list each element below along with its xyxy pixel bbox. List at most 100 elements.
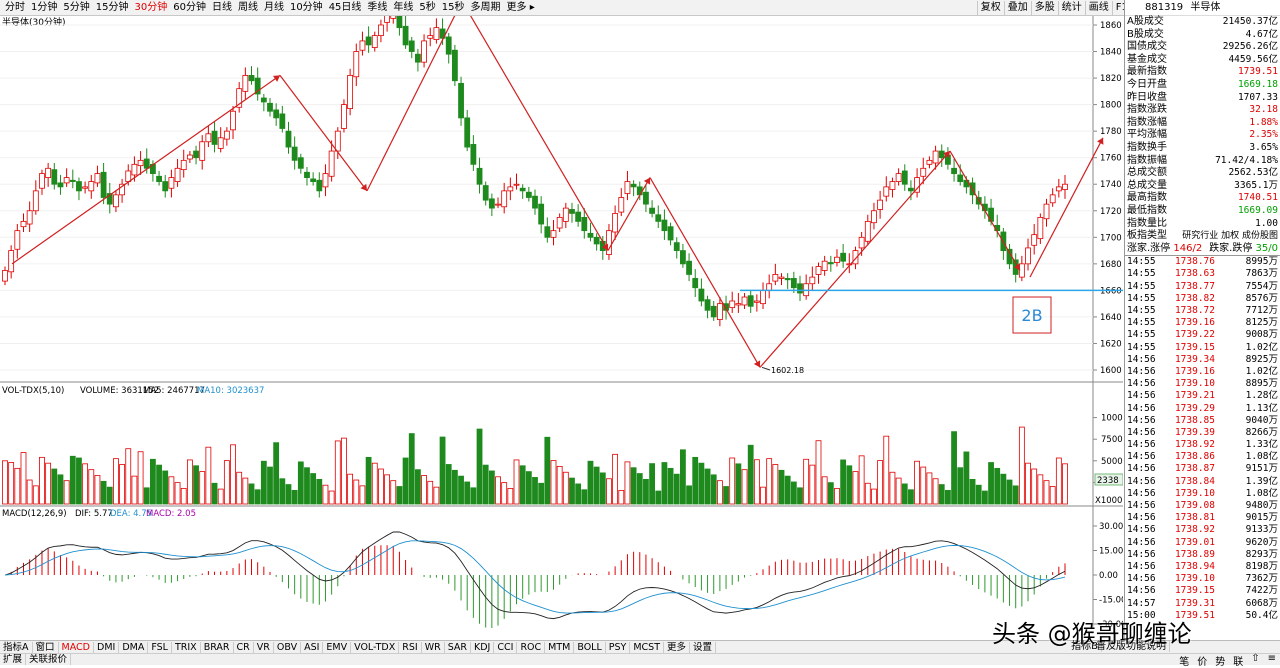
indicator-tab-21[interactable]: BOLL xyxy=(574,641,606,653)
chart-svg[interactable]: 半导体(30分钟) 1860 1840 1820 1800 1780 1760 1740 172… xyxy=(0,16,1123,628)
volume-bar xyxy=(476,428,483,505)
indicator-tab-17[interactable]: KDJ xyxy=(471,641,495,653)
candle-body xyxy=(877,199,884,210)
period-tab-16[interactable]: 更多 ▸ xyxy=(506,1,535,13)
period-tab-8[interactable]: 月线 xyxy=(263,1,284,13)
tool-button-0[interactable]: 复权 xyxy=(976,0,1004,15)
bottom-icon-0[interactable]: 笔 xyxy=(1179,657,1190,668)
tick-price: 1739.10 xyxy=(1174,573,1215,585)
tick-volume: 7554万 xyxy=(1245,280,1278,292)
tick-row: 14:56 1739.29 1.13亿 xyxy=(1125,403,1280,415)
indicator-tab-20[interactable]: MTM xyxy=(545,641,575,653)
tick-volume: 9620万 xyxy=(1245,536,1278,548)
bottom-icon-4[interactable]: ⇧ xyxy=(1251,653,1260,664)
indicator-tab-0[interactable]: 指标A xyxy=(0,641,33,653)
volume-bar xyxy=(569,477,575,505)
bottom-icon-5[interactable]: ≡ xyxy=(1267,653,1276,664)
period-tab-1[interactable]: 1分钟 xyxy=(31,1,58,13)
bottom-tab-1[interactable]: 关联报价 xyxy=(26,654,72,665)
volume-bar xyxy=(612,453,619,505)
indicator-tab-11[interactable]: ASI xyxy=(301,641,324,653)
period-tab-11[interactable]: 季线 xyxy=(367,1,388,13)
indicator-tab-14[interactable]: RSI xyxy=(399,641,422,653)
candle-body xyxy=(667,226,674,241)
stat-value: 1669.18 xyxy=(1237,78,1278,90)
tool-button-1[interactable]: 叠加 xyxy=(1003,0,1031,15)
help-button[interactable]: 普及版功能说明 xyxy=(1093,641,1170,652)
indicator-tab-23[interactable]: MCST xyxy=(630,641,665,653)
volume-bar xyxy=(267,466,273,505)
indicator-tab-2[interactable]: MACD xyxy=(59,641,94,653)
chart-area[interactable]: 半导体(30分钟) 1860 1840 1820 1800 1780 1760 1740 172… xyxy=(0,16,1123,658)
volume-bar xyxy=(975,484,982,505)
candle-body xyxy=(698,288,705,302)
volume-bar xyxy=(501,482,508,505)
period-tab-7[interactable]: 周线 xyxy=(237,1,258,13)
candle-body xyxy=(125,170,132,182)
tool-button-3[interactable]: 统计 xyxy=(1057,0,1085,15)
tool-button-4[interactable]: 画线 xyxy=(1084,0,1112,15)
period-tab-9[interactable]: 10分钟 xyxy=(289,1,323,13)
trend-line xyxy=(949,150,1021,271)
indicator-tab-6[interactable]: TRIX xyxy=(172,641,201,653)
tick-price: 1739.22 xyxy=(1174,329,1215,341)
period-tab-5[interactable]: 60分钟 xyxy=(173,1,206,13)
tick-list[interactable]: 14:55 1738.76 8995万 14:55 1738.63 7863万 14:55 1… xyxy=(1125,255,1280,622)
period-tab-15[interactable]: 多周期 xyxy=(470,1,501,13)
candle-body xyxy=(347,75,354,109)
indicator-tab-19[interactable]: ROC xyxy=(517,641,546,653)
period-tab-6[interactable]: 日线 xyxy=(211,1,232,13)
volume-bar xyxy=(488,470,495,505)
period-tab-12[interactable]: 年线 xyxy=(393,1,414,13)
volume-bar xyxy=(858,455,865,505)
indicator-tab-7[interactable]: BRAR xyxy=(201,641,234,653)
period-tab-4[interactable]: 30分钟 xyxy=(134,1,168,13)
stat-row: 指数涨幅 1.88% xyxy=(1125,117,1280,130)
volume-bar xyxy=(556,466,563,505)
indicator-tab-1[interactable]: 窗口 xyxy=(33,641,59,653)
volume-bar xyxy=(525,471,532,505)
period-tab-3[interactable]: 15分钟 xyxy=(95,1,129,13)
bottom-icon-2[interactable]: 势 xyxy=(1215,657,1226,668)
volume-bar xyxy=(495,476,501,505)
volume-bar xyxy=(20,452,27,505)
period-tab-0[interactable]: 分时 xyxy=(5,1,25,13)
indicator-tab-16[interactable]: SAR xyxy=(445,641,471,653)
candle-body xyxy=(778,276,785,279)
trend-line xyxy=(279,75,368,192)
tick-volume: 8576万 xyxy=(1245,292,1278,304)
indicator-b-button[interactable]: 指标B xyxy=(1068,641,1102,652)
indicator-tab-9[interactable]: VR xyxy=(254,641,274,653)
indicator-tab-10[interactable]: OBV xyxy=(274,641,302,653)
indicator-tab-4[interactable]: DMA xyxy=(119,641,149,653)
volume-bar xyxy=(341,437,347,505)
period-tab-2[interactable]: 5分钟 xyxy=(63,1,90,13)
candle-body xyxy=(513,183,520,186)
indicator-tab-5[interactable]: FSL xyxy=(148,641,172,653)
indicator-tab-3[interactable]: DMI xyxy=(94,641,120,653)
indicator-tab-24[interactable]: 更多 xyxy=(664,641,691,653)
bottom-icon-3[interactable]: 联 xyxy=(1233,657,1244,668)
candle-body xyxy=(260,97,267,103)
bottom-icon-1[interactable]: 价 xyxy=(1197,657,1208,668)
volume-bar xyxy=(716,480,723,505)
indicator-tab-8[interactable]: CR xyxy=(234,641,254,653)
indicator-tab-25[interactable]: 设置 xyxy=(690,641,717,653)
period-tab-10[interactable]: 45日线 xyxy=(328,1,362,13)
period-tab-13[interactable]: 5秒 xyxy=(419,1,436,13)
indicator-tab-18[interactable]: CCI xyxy=(494,641,518,653)
tool-button-2[interactable]: 多股 xyxy=(1030,0,1058,15)
indicator-tab-22[interactable]: PSY xyxy=(606,641,631,653)
bottom-tab-0[interactable]: 扩展 xyxy=(0,654,27,665)
volume-bar xyxy=(156,464,162,505)
volume-bar xyxy=(778,469,785,505)
tick-price: 1739.08 xyxy=(1174,500,1215,512)
indicator-tab-13[interactable]: VOL-TDX xyxy=(351,641,400,653)
candle-body xyxy=(156,175,162,182)
candle-body xyxy=(809,276,816,285)
period-tab-14[interactable]: 15秒 xyxy=(441,1,465,13)
indicator-tab-15[interactable]: WR xyxy=(422,641,445,653)
indicator-tab-12[interactable]: EMV xyxy=(323,641,352,653)
volume-bar xyxy=(310,473,317,505)
candle-body xyxy=(14,230,21,250)
